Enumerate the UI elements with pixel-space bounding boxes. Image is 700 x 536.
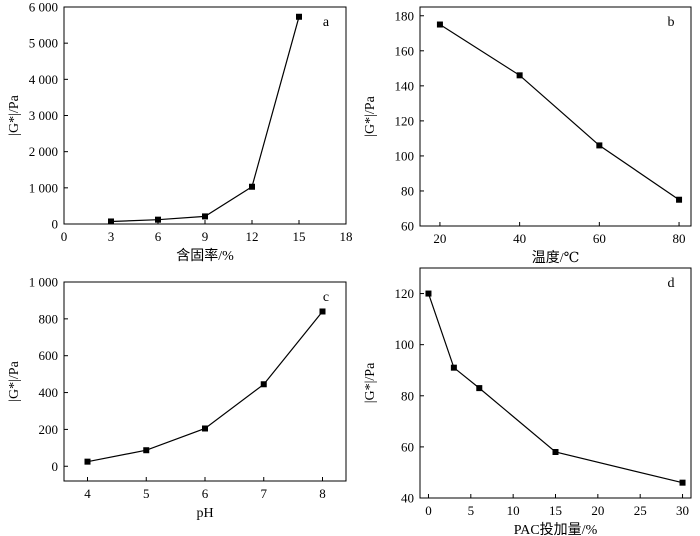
data-point — [596, 142, 603, 149]
x-tick-label: 5 — [143, 486, 150, 501]
plot-frame — [419, 6, 692, 227]
x-tick-label: 60 — [593, 231, 606, 246]
y-tick-label: 4 000 — [29, 72, 58, 87]
x-tick-label: 6 — [202, 486, 209, 501]
y-axis-label: |G*|/Pa — [7, 360, 22, 401]
y-tick-label: 180 — [395, 8, 415, 23]
x-tick-label: 9 — [202, 229, 209, 244]
x-tick-label: 8 — [319, 486, 326, 501]
series-line — [87, 311, 323, 463]
data-point — [260, 381, 267, 388]
y-axis-label: |G*|/Pa — [363, 95, 378, 136]
x-tick-label: 80 — [673, 231, 686, 246]
data-point — [202, 213, 208, 220]
data-point — [436, 21, 443, 28]
data-point — [676, 196, 683, 203]
data-point — [249, 183, 255, 190]
y-tick-label: 600 — [39, 348, 59, 363]
data-point — [296, 13, 302, 20]
y-tick-label: 60 — [401, 439, 414, 454]
data-point — [516, 72, 523, 79]
x-tick-label: 5 — [468, 503, 475, 518]
series-line — [439, 23, 680, 201]
y-tick-label: 400 — [39, 385, 59, 400]
x-tick-label: 0 — [425, 503, 432, 518]
plot-frame — [63, 6, 347, 225]
y-tick-label: 80 — [401, 183, 414, 198]
data-point — [319, 308, 326, 315]
x-tick-label: 20 — [433, 231, 446, 246]
y-tick-label: 200 — [39, 422, 59, 437]
x-tick-label: 20 — [591, 503, 604, 518]
x-axis-label: pH — [196, 506, 213, 521]
data-point — [202, 425, 208, 432]
y-tick-label: 40 — [401, 491, 414, 506]
panel-label: a — [323, 15, 330, 30]
y-axis-label: |G*|/Pa — [7, 94, 22, 135]
x-tick-label: 3 — [108, 229, 115, 244]
data-point — [108, 218, 114, 225]
x-tick-label: 12 — [246, 229, 259, 244]
x-axis-label: 含固率/% — [176, 247, 234, 264]
y-tick-label: 1 000 — [29, 180, 58, 195]
data-point — [450, 364, 457, 371]
x-tick-label: 25 — [634, 503, 647, 518]
x-tick-label: 15 — [293, 229, 306, 244]
series-line — [110, 16, 300, 223]
data-point — [476, 385, 483, 392]
x-axis-label: PAC投加量/% — [514, 522, 598, 536]
panel-label: c — [323, 290, 329, 305]
y-tick-label: 60 — [401, 219, 414, 234]
x-tick-label: 0 — [61, 229, 68, 244]
y-tick-label: 80 — [401, 388, 414, 403]
panel-label: d — [668, 276, 675, 291]
y-tick-label: 5 000 — [29, 36, 58, 51]
y-axis-label: |G*|/Pa — [363, 362, 378, 403]
panel-label: b — [668, 15, 675, 30]
chart-panel-c: 4 5 6 7 8 0 200 400 600 800 1 000 pH |G*|/Pa c — [7, 275, 347, 521]
data-point — [679, 479, 686, 486]
chart-panel-b: 20 40 60 80 60 80 100 120 140 160 180 温度/℃ |G*|/Pa b — [363, 6, 692, 266]
y-tick-label: 1 000 — [29, 275, 58, 290]
data-point — [143, 447, 150, 454]
y-tick-label: 140 — [395, 78, 415, 93]
x-tick-label: 4 — [84, 486, 91, 501]
plot-frame — [63, 281, 347, 482]
x-tick-label: 7 — [261, 486, 268, 501]
x-tick-label: 30 — [676, 503, 689, 518]
x-axis-label: 温度/℃ — [532, 250, 580, 266]
x-tick-label: 40 — [513, 231, 526, 246]
y-tick-label: 160 — [395, 43, 415, 58]
y-tick-label: 2 000 — [29, 144, 58, 159]
chart-panel-a: 0 3 6 9 12 15 18 0 1 000 2 000 3 000 4 000 5 000 6 00… — [7, 0, 353, 264]
y-tick-label: 120 — [395, 286, 415, 301]
y-tick-label: 0 — [52, 459, 59, 474]
data-point — [552, 449, 559, 455]
chart-panel-d: 0 5 10 15 20 25 30 40 60 80 100 120 PAC投加量/% |G*|/Pa d — [363, 267, 692, 536]
y-tick-label: 100 — [395, 337, 415, 352]
y-tick-label: 120 — [395, 113, 415, 128]
y-tick-label: 100 — [395, 148, 415, 163]
y-tick-label: 800 — [39, 311, 59, 326]
x-tick-label: 6 — [155, 229, 162, 244]
y-tick-label: 6 000 — [29, 0, 58, 15]
data-point — [155, 216, 161, 223]
y-tick-label: 3 000 — [29, 108, 58, 123]
x-tick-label: 15 — [549, 503, 562, 518]
plot-frame — [419, 267, 692, 499]
y-tick-label: 0 — [52, 217, 59, 232]
data-point — [84, 458, 91, 465]
x-tick-label: 18 — [340, 229, 353, 244]
x-tick-label: 10 — [507, 503, 520, 518]
data-point — [425, 290, 432, 297]
